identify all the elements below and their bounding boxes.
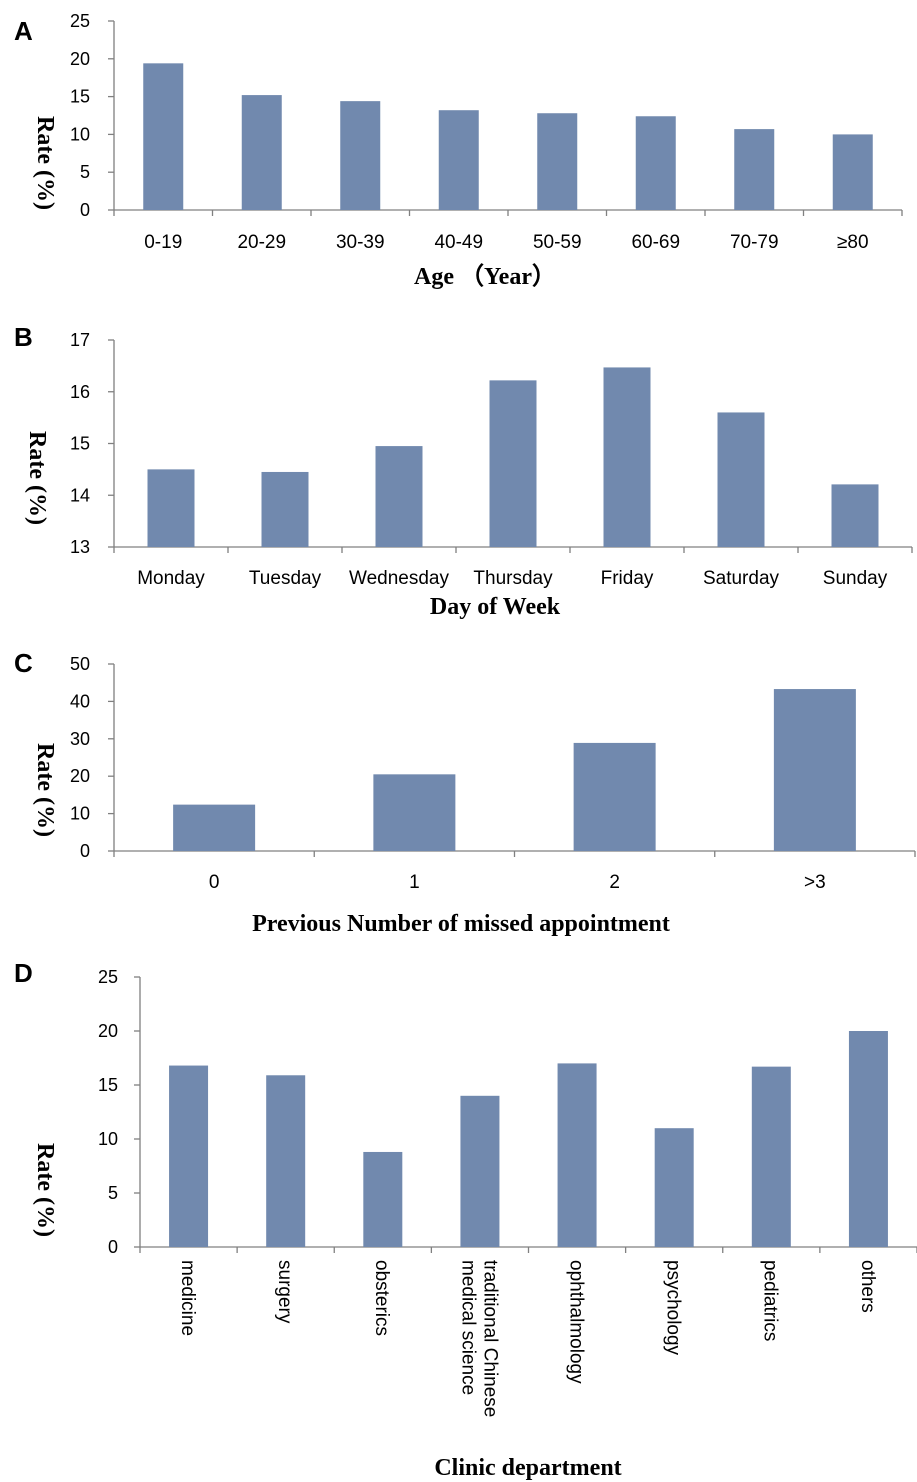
bar [173, 804, 256, 851]
bar [241, 95, 282, 210]
x-category-label: 70-79 [730, 232, 779, 253]
chart-panel-d: D 0 5 10 15 20 25 medicine surgery obsterics tradi… [14, 958, 917, 1481]
y-tick-label: 16 [70, 382, 90, 402]
x-category-label: 50-59 [533, 232, 582, 253]
y-tick-label: 15 [70, 434, 90, 454]
chart-panel-a: A 0 5 10 15 20 25 0-19 20-29 30-39 40-49 50-59 60-69… [14, 11, 903, 290]
x-category-label: Thursday [473, 568, 553, 589]
x-category-label: obsterics [371, 1260, 392, 1336]
bar [147, 469, 195, 547]
bar [266, 1075, 306, 1247]
x-category-label: ≥80 [837, 232, 869, 253]
x-category-label: 30-39 [336, 232, 385, 253]
y-tick-label: 0 [80, 200, 90, 220]
chart-panel-c: C 0 10 20 30 40 50 0 1 2 >3 Previous Number of miss… [14, 648, 916, 937]
bar [537, 113, 578, 210]
x-category-label: Monday [137, 568, 205, 589]
bar [438, 110, 479, 210]
bar [375, 446, 423, 547]
x-category-label: Friday [601, 568, 654, 589]
x-category-label: Tuesday [249, 568, 322, 589]
y-tick-label: 5 [80, 162, 90, 182]
x-category-label: Wednesday [349, 568, 449, 589]
panel-letter: C [14, 648, 33, 678]
bar [751, 1066, 791, 1247]
y-axis-title: Rate (%) [24, 431, 50, 525]
x-category-label: medicine [177, 1260, 198, 1336]
y-tick-label: 50 [70, 654, 90, 674]
x-category-label: 40-49 [434, 232, 483, 253]
x-category-label: psychology [663, 1260, 684, 1356]
x-category-label: others [857, 1260, 878, 1313]
bar [573, 742, 656, 851]
bar [603, 367, 651, 547]
y-tick-label: 30 [70, 729, 90, 749]
x-category-label: 20-29 [237, 232, 286, 253]
bar [773, 689, 856, 851]
bar [831, 484, 879, 547]
y-tick-label: 17 [70, 330, 90, 350]
x-category-label: pediatrics [760, 1260, 781, 1341]
panel-letter: D [14, 958, 33, 988]
y-tick-label: 5 [108, 1183, 118, 1203]
bar [734, 129, 775, 210]
bar [460, 1095, 500, 1247]
y-tick-label: 14 [70, 485, 90, 505]
x-category-label: surgery [274, 1260, 295, 1324]
y-tick-label: 13 [70, 537, 90, 557]
bar [143, 63, 184, 210]
y-tick-label: 20 [98, 1021, 118, 1041]
bar [373, 774, 456, 851]
y-tick-label: 10 [70, 124, 90, 144]
x-axis-title: Clinic department [434, 1455, 621, 1481]
y-tick-label: 10 [70, 804, 90, 824]
bar [169, 1065, 209, 1247]
x-category-label: traditional Chinese [479, 1260, 500, 1417]
x-category-label: 1 [409, 872, 420, 893]
chart-panel-b: B 13 14 15 16 17 Monday Tuesday Wednesday Thursda… [14, 322, 913, 620]
bar [717, 412, 765, 547]
x-category-label: 2 [609, 872, 620, 893]
y-tick-label: 25 [70, 11, 90, 31]
panel-letter: A [14, 16, 33, 46]
y-tick-label: 15 [98, 1075, 118, 1095]
y-tick-label: 10 [98, 1129, 118, 1149]
x-category-label: 60-69 [631, 232, 680, 253]
y-tick-label: 40 [70, 691, 90, 711]
y-tick-label: 20 [70, 49, 90, 69]
x-category-label: 0 [209, 872, 220, 893]
y-axis-title: Rate (%) [32, 743, 58, 837]
y-tick-label: 15 [70, 87, 90, 107]
bar [489, 380, 537, 547]
y-axis-title: Rate (%) [32, 116, 58, 210]
bar [557, 1063, 597, 1247]
bar [635, 116, 676, 210]
x-axis-title: Day of Week [430, 594, 561, 620]
y-tick-label: 0 [80, 841, 90, 861]
bar [848, 1031, 888, 1247]
x-category-label: Sunday [823, 568, 888, 589]
x-axis-title: Age （Year） [414, 263, 556, 290]
panel-letter: B [14, 322, 33, 352]
bar [832, 134, 873, 210]
y-axis-title: Rate (%) [32, 1143, 58, 1237]
y-tick-label: 20 [70, 766, 90, 786]
x-category-label: Saturday [703, 568, 780, 589]
x-category-label: medical science [457, 1260, 478, 1395]
bar [261, 471, 309, 547]
x-category-label: ophthalmology [565, 1260, 586, 1384]
x-category-label: 0-19 [144, 232, 182, 253]
x-category-label: >3 [804, 872, 826, 893]
bar [654, 1128, 694, 1247]
y-tick-label: 25 [98, 967, 118, 987]
x-axis-title: Previous Number of missed appointment [252, 911, 670, 937]
y-tick-label: 0 [108, 1237, 118, 1257]
bar [340, 101, 381, 210]
bar [363, 1151, 403, 1247]
